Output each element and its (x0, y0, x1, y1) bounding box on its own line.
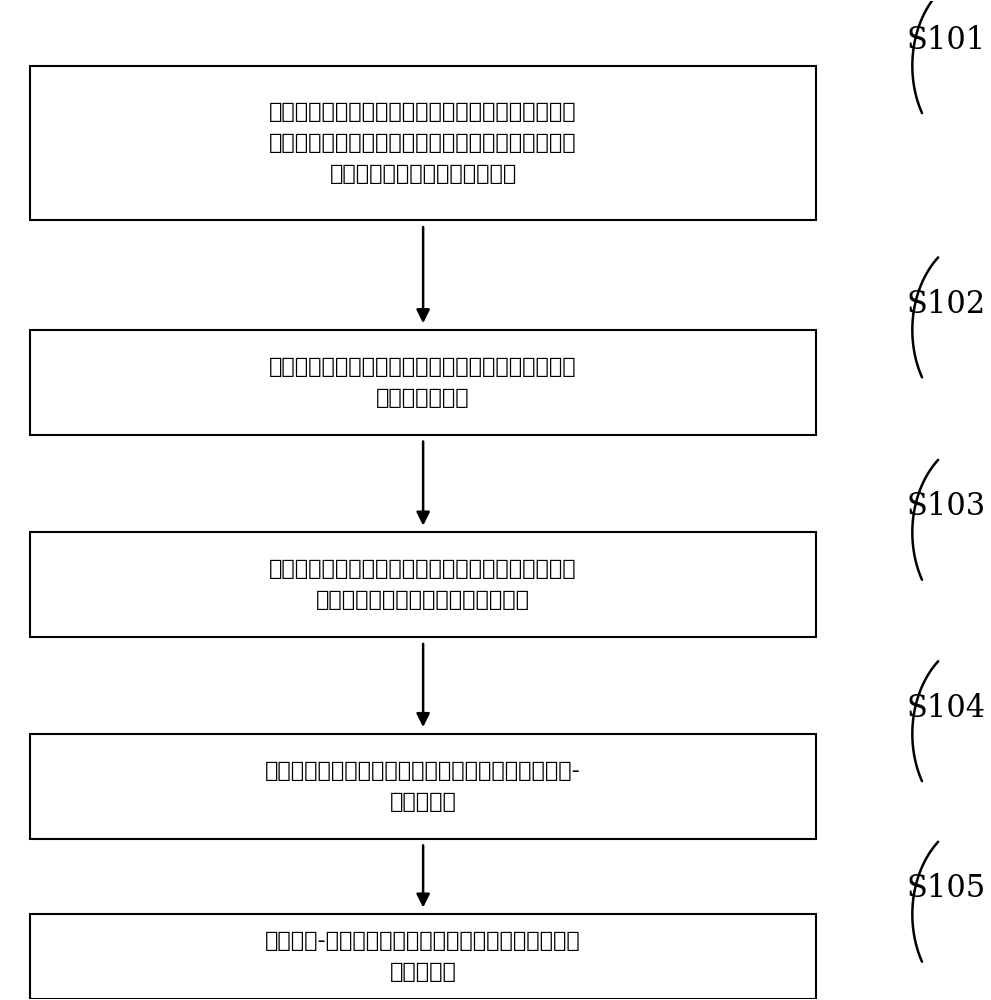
Bar (31, 734, 816, 839)
Text: 根据声压-距离方程组构造目标函数，利用模拟退火算
法求最优解: 根据声压-距离方程组构造目标函数，利用模拟退火算 法求最优解 (266, 931, 581, 982)
Bar (31, 330, 816, 435)
Text: S105: S105 (907, 873, 986, 904)
Text: S104: S104 (907, 693, 986, 724)
Text: 在变压器内外每一壁面均布置传感器组，内侧壁面需
布置四个以上传感器，根据内外传感器检测到的声压
值判断声源是否来自变压器内部: 在变压器内外每一壁面均布置传感器组，内侧壁面需 布置四个以上传感器，根据内外传感… (270, 102, 577, 184)
Text: S103: S103 (907, 491, 986, 522)
Text: 如果声源来自内部，则建立空间直角坐标系，获得传
感器的位置坐标: 如果声源来自内部，则建立空间直角坐标系，获得传 感器的位置坐标 (270, 357, 577, 408)
Bar (31, 914, 816, 999)
Bar (31, 532, 816, 637)
Text: S101: S101 (907, 25, 986, 56)
Bar (31, 66, 816, 220)
Text: 并通过比较六个壁面的声压均值粗略判定局放位置，
选定声压均值最大的壁面作为基准面: 并通过比较六个壁面的声压均值粗略判定局放位置， 选定声压均值最大的壁面作为基准面 (270, 559, 577, 610)
Text: S102: S102 (907, 289, 986, 320)
Text: 根据基准面布置的传感器声压值与位置信息建立声压-
距离方程组: 根据基准面布置的传感器声压值与位置信息建立声压- 距离方程组 (266, 761, 581, 812)
